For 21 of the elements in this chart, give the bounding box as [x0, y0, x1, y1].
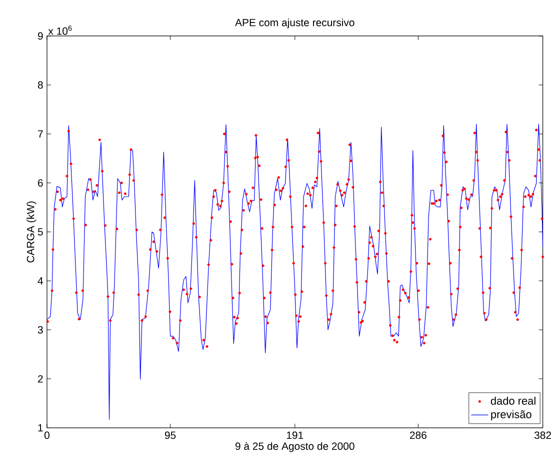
x-tick-label: 286 [410, 432, 426, 440]
y-tick-label: 8 [38, 81, 43, 89]
legend-label: previsão [491, 410, 532, 420]
legend-label: dado real [490, 396, 536, 405]
y-tick-label: 5 [38, 228, 43, 236]
y-tick-label: 4 [38, 277, 43, 285]
y-tick-label: 3 [38, 326, 43, 334]
x-axis-title: 9 à 25 de Agosto de 2000 [235, 442, 354, 452]
y-axis-title: CARGA (kW) [26, 202, 36, 263]
x-tick-label: 382 [534, 432, 551, 440]
x-tick-label: 95 [164, 432, 176, 440]
y-tick-label: 7 [38, 130, 43, 138]
chart-title: APE com ajuste recursivo [235, 18, 354, 28]
y-tick-label: 6 [38, 179, 43, 187]
y-tick-label: 9 [38, 32, 43, 40]
line-series [46, 124, 544, 420]
text: x 10$^{6}$ [48, 26, 72, 35]
y-tick-label: 2 [38, 375, 43, 383]
y-tick-label: 1 [38, 424, 43, 432]
x-tick-label: 191 [286, 432, 304, 440]
x-tick-label: 0 [44, 432, 50, 440]
